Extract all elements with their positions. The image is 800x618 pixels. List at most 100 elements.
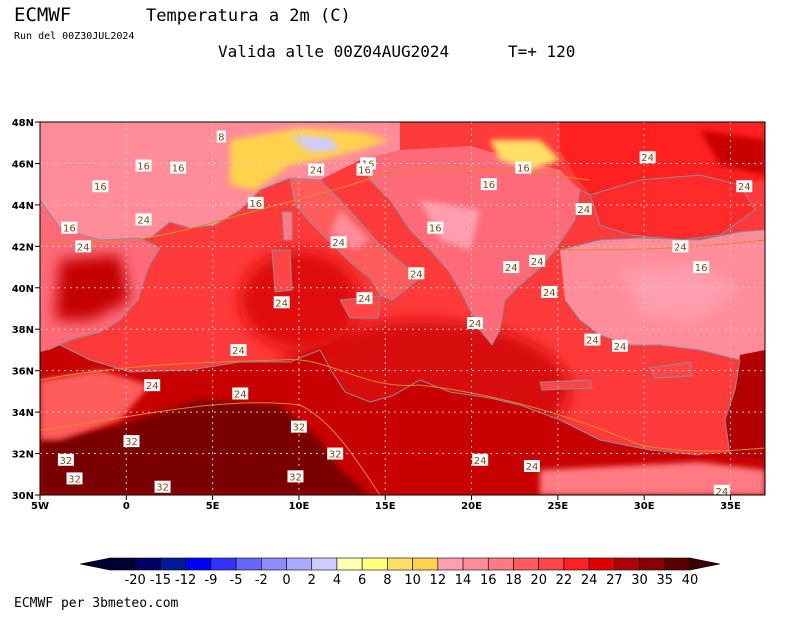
alps-cool [230, 128, 390, 190]
brand-title: ECMWF [14, 4, 72, 26]
colorbar-segment [437, 557, 464, 571]
contour-label: 16 [92, 180, 109, 193]
contour-label-bg [515, 161, 532, 174]
colorbar-segment [336, 557, 363, 571]
colorbar-segment [311, 557, 338, 571]
contour-label-bg [472, 453, 489, 466]
contour-label-bg [693, 261, 710, 274]
contour-label-text: 24 [577, 205, 590, 216]
colorbar-segment [387, 557, 413, 571]
contour-label: 32 [287, 470, 304, 483]
contour-label: 24 [672, 240, 689, 253]
colorbar-segment [185, 557, 212, 571]
latitude-axis: 48N 46N 44N 42N 40N 38N 36N 34N 32N 30N [12, 118, 40, 502]
colorbar-label: 20 [530, 573, 547, 588]
contour-label: 16 [515, 161, 532, 175]
contour-label: 32 [154, 480, 171, 494]
valid-time: Valida alle 00Z04AUG2024 [218, 42, 450, 61]
colorbar-label: -9 [204, 573, 217, 588]
contour-label-bg [308, 163, 325, 176]
contour-label-bg [467, 317, 483, 330]
lat-tick-label: 46N [12, 159, 34, 170]
contour-label-bg [216, 130, 226, 143]
forecast-step: T=+ 120 [508, 42, 576, 61]
contour-label-bg [66, 472, 83, 485]
contour-label-text: 24 [332, 238, 345, 249]
contour-label: 24 [472, 453, 489, 467]
grid-lines [40, 122, 765, 495]
contour-label-text: 16 [63, 224, 76, 235]
colorbar-segment [235, 557, 262, 571]
contour-label: 16 [61, 221, 78, 235]
contour-label-text: 32 [156, 483, 169, 494]
colorbar-label: 8 [383, 573, 391, 588]
apennines-mild [330, 210, 370, 250]
colorbar-label: 35 [657, 573, 674, 588]
contour-label-text: 24 [137, 215, 150, 226]
contour-label-text: 32 [289, 472, 302, 483]
map-title: Temperatura a 2m (C) [146, 6, 351, 26]
contour-label: 24 [408, 267, 425, 280]
contour-label: 32 [327, 447, 344, 461]
contour-label: 24 [612, 339, 628, 353]
colorbar-segment [664, 557, 691, 571]
contour-label-text: 24 [275, 298, 288, 309]
contour-label-bg [230, 343, 247, 356]
contour-label-bg [273, 296, 290, 309]
colorbar-label: 22 [556, 573, 573, 588]
colorbar: -20 -15 -12 -9 -5 -2 0 2 4 6 8 10 12 14 16 18 20 22 24 27 30… [79, 557, 721, 588]
colorbar-segment [563, 557, 590, 571]
contour-label-bg [480, 178, 497, 191]
colorbar-label: -2 [255, 573, 268, 588]
lon-tick-label: 10E [289, 501, 310, 512]
contour-label-text: 24 [234, 389, 247, 400]
contour-label-text: 16 [172, 164, 185, 175]
lon-tick-label: 20E [461, 501, 482, 512]
morocco-mountains [40, 370, 150, 440]
colorbar-label: -20 [125, 573, 146, 588]
contour-label-bg [503, 261, 520, 274]
colorbar-arrow-high [689, 557, 721, 571]
colorbar-segment [538, 557, 565, 571]
contour-label: 16 [693, 261, 710, 274]
lat-tick-label: 48N [12, 118, 34, 129]
contour-label-bg [529, 254, 546, 267]
contour-label: 24 [135, 213, 152, 226]
colorbar-label: 24 [581, 573, 598, 588]
contour-label-bg [427, 221, 444, 234]
contour-label-text: 24 [715, 487, 728, 498]
colorbar-arrow-low [79, 557, 111, 571]
contour-label: 24 [230, 343, 247, 357]
contour-label: 24 [503, 261, 520, 274]
contour-label-text: 32 [293, 423, 306, 434]
colorbar-segment [210, 557, 237, 571]
longitude-axis: 5W 0 5E 10E 15E 20E 25E 30E 35E [31, 495, 741, 512]
contour-label-text: 32 [125, 437, 138, 448]
contour-label-text: 24 [474, 456, 487, 467]
contour-label-bg [575, 203, 592, 216]
contour-label-text: 24 [614, 342, 627, 353]
contour-label-text: 16 [482, 180, 495, 191]
lon-tick-label: 30E [634, 501, 655, 512]
contour-label-text: 24 [526, 462, 539, 473]
colorbar-segment [286, 557, 313, 571]
colorbar-label: 10 [404, 573, 421, 588]
colorbar-segment [614, 557, 640, 571]
lon-tick-label: 15E [375, 501, 396, 512]
contour-label-bg [170, 161, 187, 174]
contour-label-text: 24 [146, 381, 159, 392]
contour-label: 24 [308, 163, 325, 177]
contour-label-text: 24 [738, 182, 751, 193]
corsica [282, 212, 292, 240]
contour-label: 32 [123, 435, 140, 448]
colorbar-segment [588, 557, 615, 571]
contour-label: 24 [273, 296, 290, 309]
lat-tick-label: 32N [12, 450, 34, 461]
contour-label-text: 24 [641, 153, 654, 164]
contour-label-text: 16 [517, 164, 530, 175]
contour-label-bg [356, 292, 373, 305]
colorbar-label: 16 [480, 573, 497, 588]
colorbar-segment [412, 557, 439, 571]
contour-label-bg [290, 420, 307, 433]
contour-label-text: 16 [94, 182, 107, 193]
